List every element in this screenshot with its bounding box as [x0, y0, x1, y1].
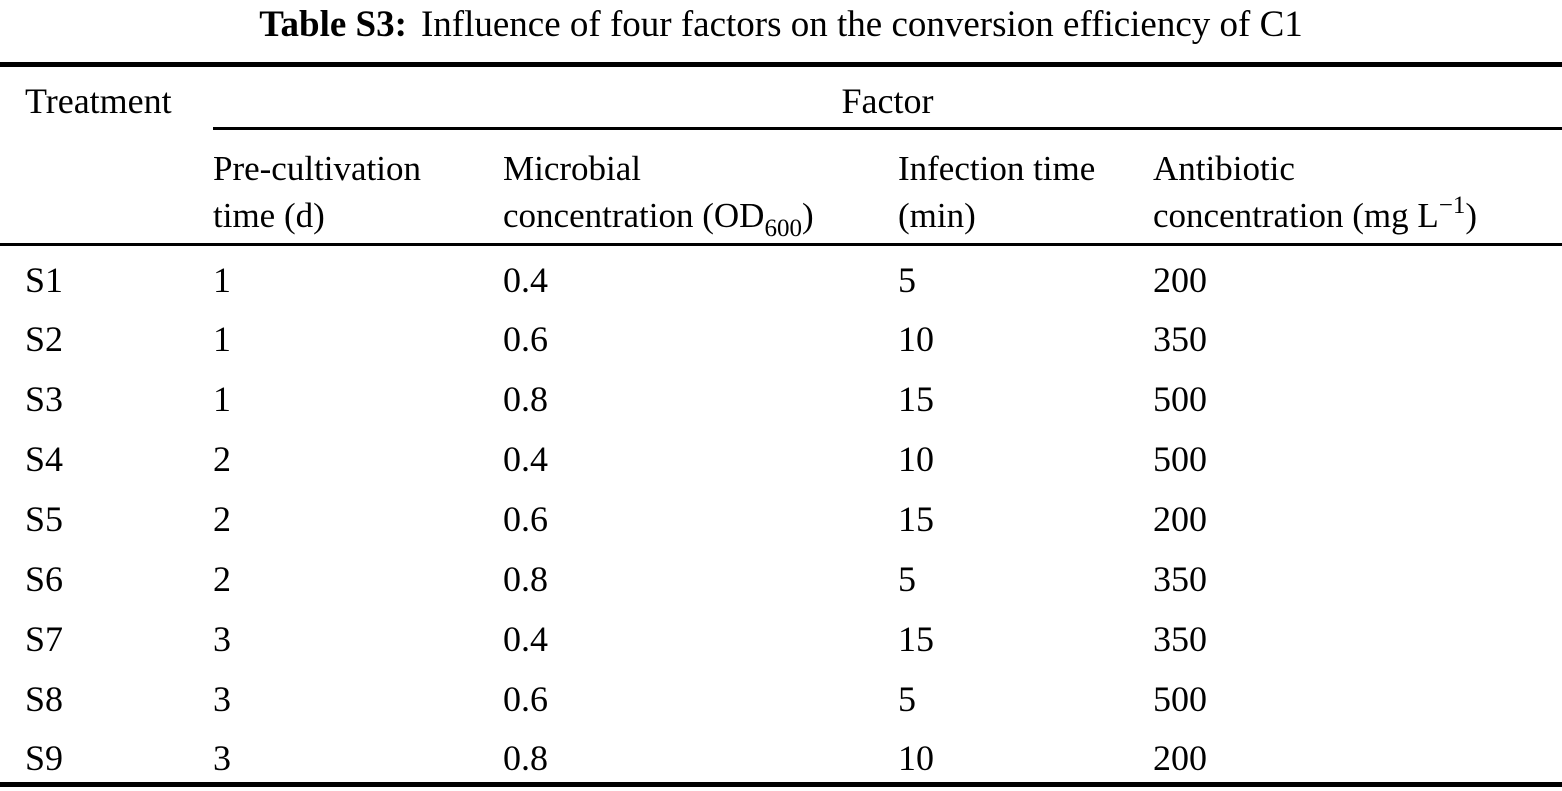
cell-antibiotic-concentration: 200: [1153, 499, 1207, 539]
header-line: (min): [898, 196, 976, 235]
cell-antibiotic-concentration: 200: [1153, 259, 1207, 300]
cell-antibiotic-concentration: 200: [1153, 737, 1207, 778]
table-row: S2 1 0.6 10 350: [0, 305, 1562, 365]
cell-pre-cultivation-time: 1: [213, 259, 231, 300]
table-row: S1 1 0.4 5 200: [0, 245, 1562, 305]
cell-microbial-concentration: 0.6: [503, 499, 548, 539]
table-caption-text: Influence of four factors on the convers…: [420, 4, 1303, 45]
cell-microbial-concentration: 0.6: [503, 319, 548, 359]
column-header-microbial-concentration: Microbial concentration (OD600): [503, 128, 898, 246]
cell-treatment: S5: [25, 499, 64, 539]
cell-pre-cultivation-time: 1: [213, 319, 231, 359]
table-row: S8 3 0.6 5 500: [0, 665, 1562, 725]
cell-microbial-concentration: 0.4: [503, 439, 548, 479]
cell-infection-time: 15: [898, 499, 934, 539]
table-row: S3 1 0.8 15 500: [0, 365, 1562, 425]
cell-microbial-concentration: 0.8: [503, 737, 548, 778]
cell-microbial-concentration: 0.4: [503, 619, 548, 659]
column-header-antibiotic-concentration: Antibiotic concentration (mg L−1): [1153, 128, 1562, 246]
cell-microbial-concentration: 0.8: [503, 379, 548, 419]
cell-infection-time: 15: [898, 619, 934, 659]
cell-pre-cultivation-time: 3: [213, 679, 231, 719]
cell-microbial-concentration: 0.6: [503, 679, 548, 719]
cell-antibiotic-concentration: 350: [1153, 619, 1207, 659]
header-line: Microbial: [503, 149, 642, 188]
cell-infection-time: 10: [898, 439, 934, 479]
cell-antibiotic-concentration: 350: [1153, 559, 1207, 599]
table-caption: Table S3: Influence of four factors on th…: [0, 0, 1562, 62]
cell-treatment: S9: [25, 737, 64, 778]
cell-treatment: S3: [25, 379, 64, 419]
cell-infection-time: 10: [898, 319, 934, 359]
header-line: concentration (mg L: [1153, 196, 1439, 235]
cell-treatment: S7: [25, 619, 64, 659]
cell-treatment: S8: [25, 679, 64, 719]
header-line: time (d): [213, 196, 325, 235]
table-row: S7 3 0.4 15 350: [0, 605, 1562, 665]
cell-antibiotic-concentration: 500: [1153, 439, 1207, 479]
cell-infection-time: 5: [898, 559, 916, 599]
cell-pre-cultivation-time: 3: [213, 737, 231, 778]
table-row: S6 2 0.8 5 350: [0, 545, 1562, 605]
cell-antibiotic-concentration: 350: [1153, 319, 1207, 359]
cell-treatment: S6: [25, 559, 64, 599]
cell-pre-cultivation-time: 2: [213, 499, 231, 539]
column-header-pre-cultivation-time: Pre-cultivation time (d): [213, 128, 503, 246]
cell-antibiotic-concentration: 500: [1153, 679, 1207, 719]
cell-pre-cultivation-time: 2: [213, 439, 231, 479]
cell-infection-time: 15: [898, 379, 934, 419]
header-row-columns: Pre-cultivation time (d) Microbial conce…: [0, 128, 1562, 246]
header-line: ): [801, 196, 814, 235]
table-row: S5 2 0.6 15 200: [0, 485, 1562, 545]
cell-pre-cultivation-time: 1: [213, 379, 231, 419]
cell-treatment: S4: [25, 439, 64, 479]
cell-microbial-concentration: 0.4: [503, 259, 548, 300]
cell-infection-time: 5: [898, 679, 916, 719]
treatment-column-header: Treatment: [0, 64, 213, 246]
table-caption-label: Table S3:: [259, 4, 407, 45]
cell-infection-time: 10: [898, 737, 934, 778]
cell-treatment: S2: [25, 319, 64, 359]
cell-pre-cultivation-time: 2: [213, 559, 231, 599]
cell-treatment: S1: [25, 259, 64, 300]
header-line: concentration (OD: [503, 196, 765, 235]
header-row-group: Treatment Factor: [0, 64, 1562, 246]
factor-group-header: Factor: [213, 64, 1562, 130]
od600-subscript: 600: [764, 215, 802, 242]
header-line: Pre-cultivation: [213, 149, 422, 188]
header-line: ): [1465, 196, 1477, 235]
table-row: S4 2 0.4 10 500: [0, 425, 1562, 485]
exponent-superscript: −1: [1438, 192, 1466, 219]
header-line: Infection time: [898, 149, 1096, 188]
cell-pre-cultivation-time: 3: [213, 619, 231, 659]
factors-table: Treatment Factor Pre-cultivation time (d…: [0, 62, 1562, 787]
cell-antibiotic-concentration: 500: [1153, 379, 1207, 419]
cell-infection-time: 5: [898, 259, 916, 300]
column-header-infection-time: Infection time (min): [898, 128, 1153, 246]
cell-microbial-concentration: 0.8: [503, 559, 548, 599]
table-row: S9 3 0.8 10 200: [0, 725, 1562, 785]
header-line: Antibiotic: [1153, 149, 1295, 188]
